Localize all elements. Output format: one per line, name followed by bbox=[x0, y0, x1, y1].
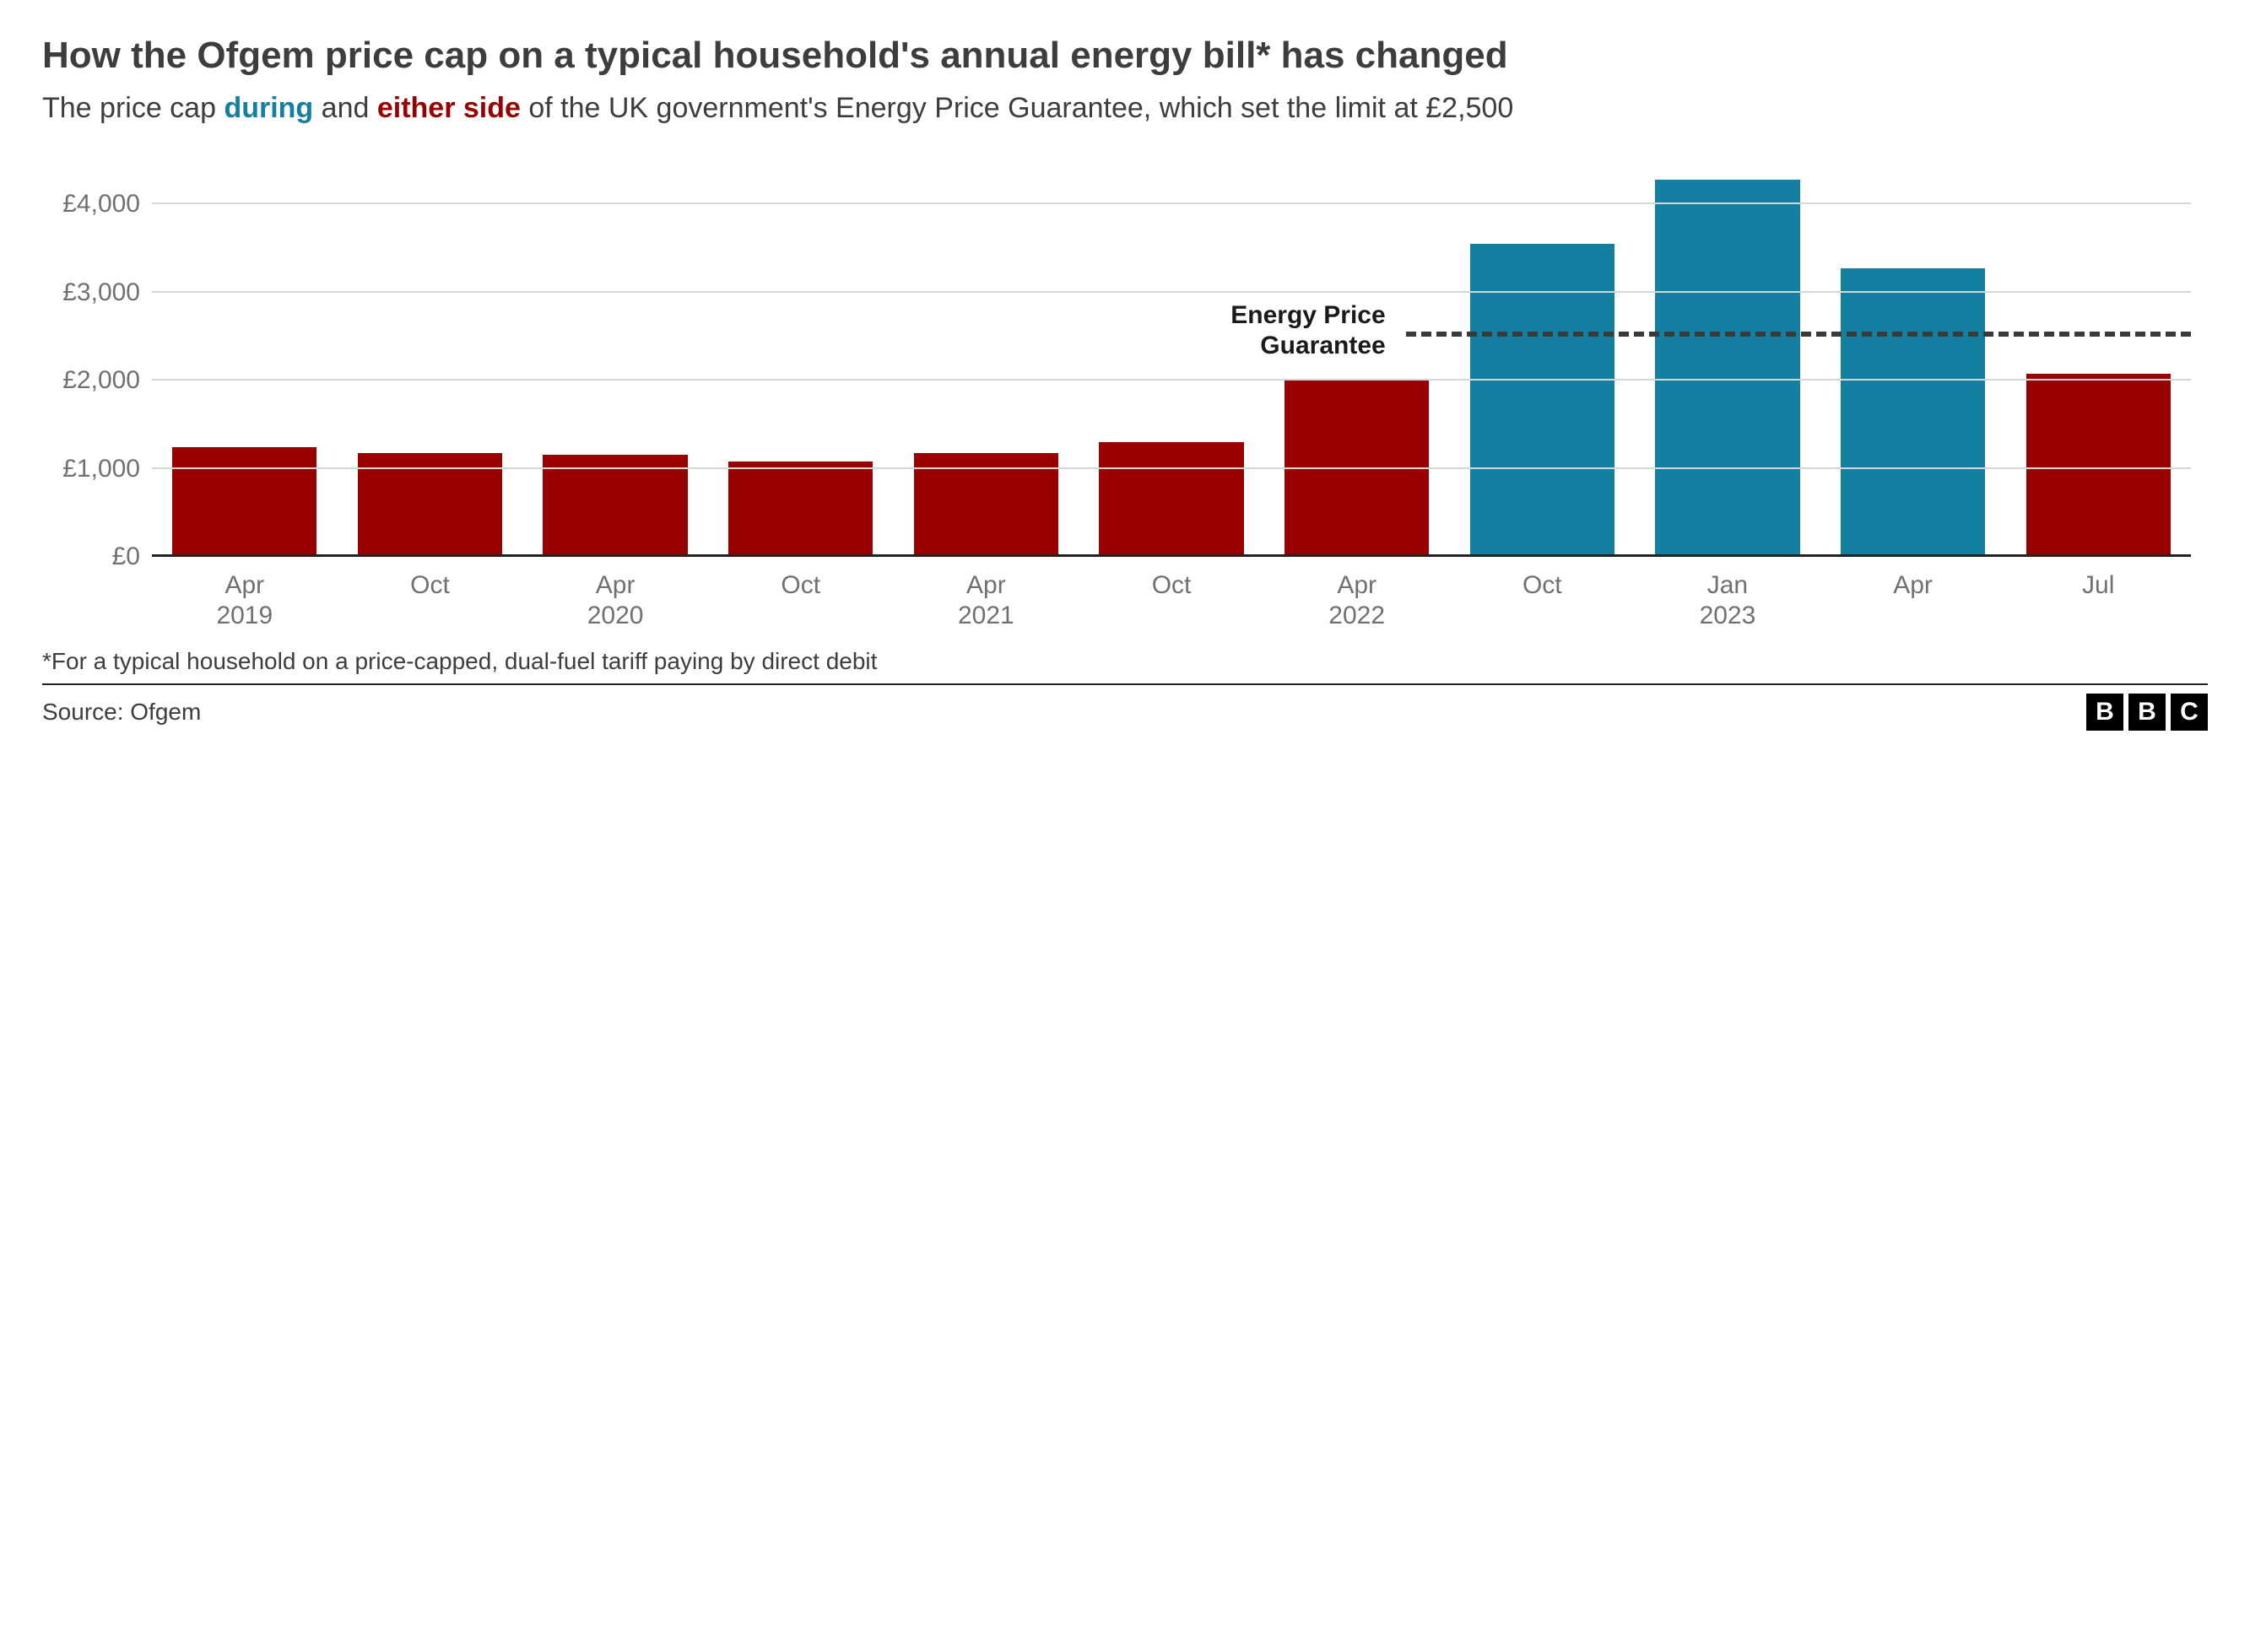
subtitle-pre: The price cap bbox=[42, 92, 224, 124]
x-axis-label: Oct bbox=[1079, 565, 1264, 633]
subtitle-during: during bbox=[224, 92, 313, 124]
x-axis-baseline bbox=[152, 554, 2191, 557]
x-axis-label: Apr2022 bbox=[1264, 565, 1450, 633]
bar bbox=[1285, 381, 1429, 557]
x-axis-label: Apr2021 bbox=[894, 565, 1079, 633]
subtitle-either: either side bbox=[377, 92, 521, 124]
footer-divider bbox=[42, 683, 2208, 685]
y-axis-label: £4,000 bbox=[62, 190, 152, 219]
subtitle-mid: and bbox=[313, 92, 377, 124]
x-axis-label: Oct bbox=[1449, 565, 1635, 633]
y-axis-label: £3,000 bbox=[62, 278, 152, 307]
bar-chart: £0 £1,000 £2,000 £3,000 £4,000 Energy PriceGu… bbox=[42, 160, 2208, 633]
bar bbox=[728, 462, 873, 557]
bar bbox=[172, 447, 316, 558]
bbc-logo-letter: C bbox=[2171, 694, 2208, 731]
epg-label: Energy PriceGuarantee bbox=[1230, 300, 1385, 361]
grid-line bbox=[152, 291, 2191, 293]
chart-subtitle: The price cap during and either side of … bbox=[42, 89, 2208, 127]
chart-title: How the Ofgem price cap on a typical hou… bbox=[42, 34, 2208, 78]
grid-line bbox=[152, 379, 2191, 381]
bbc-logo: BBC bbox=[2086, 694, 2208, 731]
y-axis-label: £2,000 bbox=[62, 366, 152, 395]
epg-reference-line bbox=[1406, 332, 2191, 337]
x-axis-label: Oct bbox=[338, 565, 523, 633]
bar bbox=[1099, 442, 1243, 557]
bbc-logo-letter: B bbox=[2086, 694, 2123, 731]
chart-footnote: *For a typical household on a price-capp… bbox=[42, 648, 2208, 675]
bbc-logo-letter: B bbox=[2128, 694, 2166, 731]
grid-line bbox=[152, 202, 2191, 204]
bar bbox=[1841, 268, 1985, 558]
y-axis-label: £1,000 bbox=[62, 455, 152, 483]
x-axis-label: Apr2019 bbox=[152, 565, 338, 633]
x-axis-label: Jul bbox=[2005, 565, 2191, 633]
x-axis-label: Apr2020 bbox=[522, 565, 708, 633]
chart-source: Source: Ofgem bbox=[42, 699, 201, 726]
x-axis-label: Oct bbox=[708, 565, 894, 633]
subtitle-post: of the UK government's Energy Price Guar… bbox=[521, 92, 1513, 124]
x-axis-label: Apr bbox=[1820, 565, 2006, 633]
chart-footer: Source: Ofgem BBC bbox=[42, 694, 2208, 731]
grid-line bbox=[152, 467, 2191, 469]
x-axis-label: Jan2023 bbox=[1635, 565, 1820, 633]
bar bbox=[1655, 180, 1799, 557]
y-axis-label: £0 bbox=[112, 543, 152, 571]
bar bbox=[543, 455, 687, 557]
bar bbox=[2026, 374, 2171, 557]
